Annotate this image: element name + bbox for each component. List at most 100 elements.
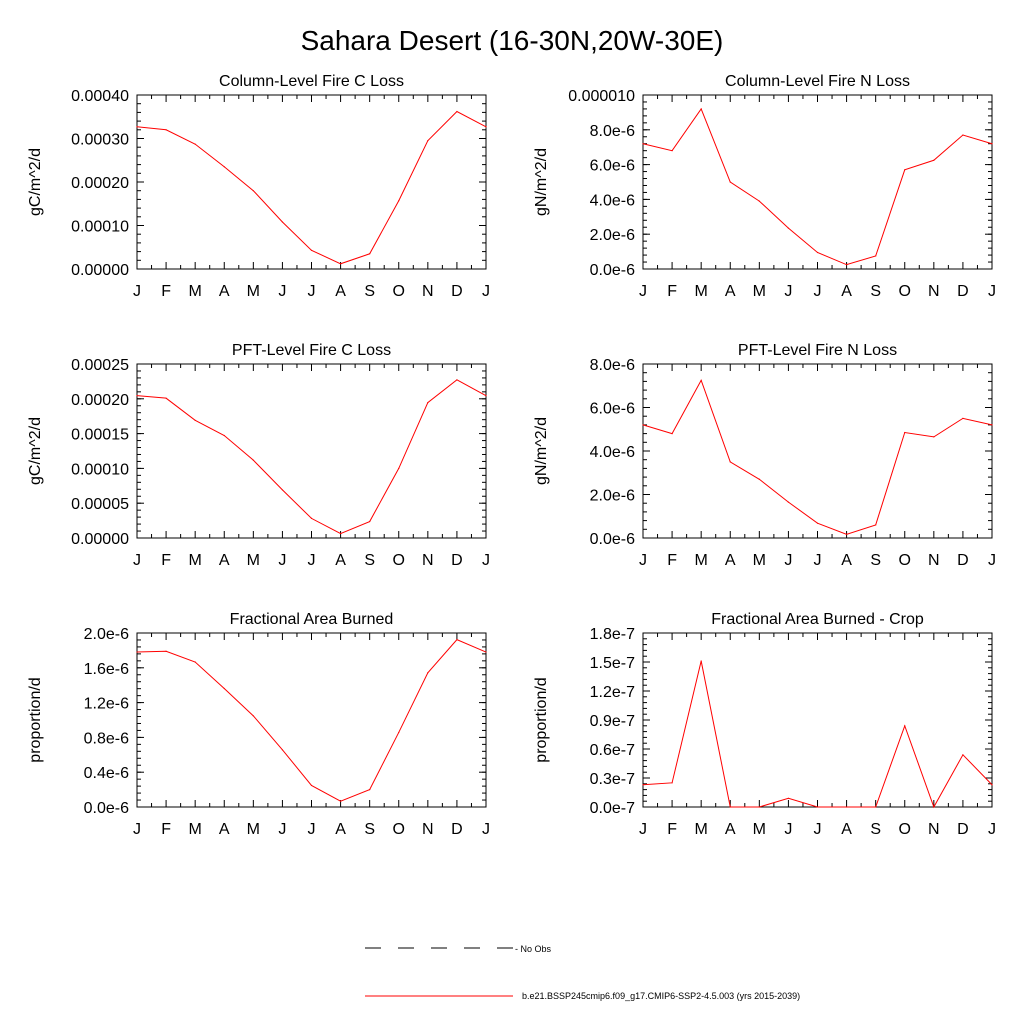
x-tick-label: N [928,283,940,300]
x-tick-label: N [422,283,434,300]
data-point [281,221,284,223]
data-point [642,143,644,145]
data-point [427,140,429,142]
data-point [398,200,400,202]
data-point [904,169,906,171]
y-tick-label: 0.00020 [71,392,129,409]
x-tick-label: J [278,283,286,300]
x-tick-label: J [784,283,792,300]
series-line [642,660,993,809]
y-tick-label: 1.2e-6 [84,696,129,713]
data-point [310,784,313,787]
x-tick-label: S [364,552,375,569]
y-tick-label: 0.00020 [71,175,129,192]
plot-frame [136,632,487,808]
x-tick-label: N [928,552,940,569]
x-tick-label: A [335,552,346,569]
y-tick-label: 0.8e-6 [84,730,129,747]
data-point [845,533,848,535]
x-tick-label: J [133,821,141,838]
x-tick-label: M [247,283,260,300]
x-tick-label: O [899,283,911,300]
y-tick-label: 2.0e-6 [84,626,129,643]
chart-panel-6: Fractional Area Burned - Crop proportion/… [533,611,996,838]
x-tick-label: A [219,552,230,569]
data-point [758,806,760,808]
panel-title: Fractional Area Burned [230,611,394,628]
y-tick-label: 8.0e-6 [590,357,635,374]
data-point [369,789,371,791]
y-tick-label: 0.00040 [71,88,129,105]
x-tick-label: J [482,821,490,838]
y-tick-label: 1.5e-7 [590,655,635,672]
y-tick-label: 0.00030 [71,132,129,149]
panel-title: Column-Level Fire N Loss [725,73,910,90]
y-tick-label: 1.8e-7 [590,626,635,643]
y-tick-label: 0.00015 [71,427,129,444]
x-tick-label: F [161,821,171,838]
data-point [700,108,702,110]
y-tick-label: 0.00010 [71,461,129,478]
legend-item-no-obs: - No Obs [365,944,552,954]
data-point [165,650,167,652]
data-point [845,806,848,808]
y-tick-label: 0.0e-7 [590,800,635,817]
data-point [933,806,935,808]
x-tick-label: D [451,821,463,838]
x-tick-label: J [988,821,996,838]
series-line [136,639,487,802]
x-tick-label: J [784,821,792,838]
legend-label: - No Obs [515,944,552,954]
y-tick-label: 0.6e-7 [590,742,635,759]
series-line [642,107,993,266]
y-tick-label: 1.2e-7 [590,684,635,701]
data-point [369,253,371,255]
x-tick-label: F [667,552,677,569]
data-point [136,395,138,397]
y-axis-label: gN/m^2/d [533,148,550,216]
plot-frame [136,363,487,539]
y-tick-label: 0.00005 [71,496,129,513]
x-tick-label: M [189,821,202,838]
x-tick-label: J [814,283,822,300]
data-point [875,524,877,526]
x-tick-label: O [899,821,911,838]
x-tick-label: N [422,552,434,569]
data-point [904,431,906,434]
data-point [962,417,964,419]
data-point [787,501,790,503]
data-point [700,379,702,381]
x-tick-label: A [841,821,852,838]
data-point [398,467,400,469]
data-point [223,166,225,168]
data-point [845,264,848,266]
x-tick-label: D [451,552,463,569]
data-point [165,129,167,131]
data-point [485,126,487,128]
x-tick-label: O [393,552,405,569]
x-tick-label: M [753,821,766,838]
x-tick-label: O [899,552,911,569]
x-tick-label: A [841,283,852,300]
x-tick-label: J [308,552,316,569]
data-point [427,672,429,674]
y-tick-label: 6.0e-6 [590,158,635,175]
data-point [671,433,673,435]
data-point [281,749,284,751]
x-tick-label: A [335,821,346,838]
data-point [875,806,877,808]
data-point [485,651,487,653]
data-point [223,687,225,690]
series-line [136,379,487,535]
x-tick-label: D [957,283,969,300]
x-tick-label: S [870,821,881,838]
x-tick-label: J [988,283,996,300]
series-line [642,379,993,535]
data-point [485,395,487,397]
x-tick-label: N [928,821,940,838]
x-tick-label: A [841,552,852,569]
y-tick-label: 1.6e-6 [84,661,129,678]
plot-frame [642,632,993,808]
data-point [933,159,935,161]
